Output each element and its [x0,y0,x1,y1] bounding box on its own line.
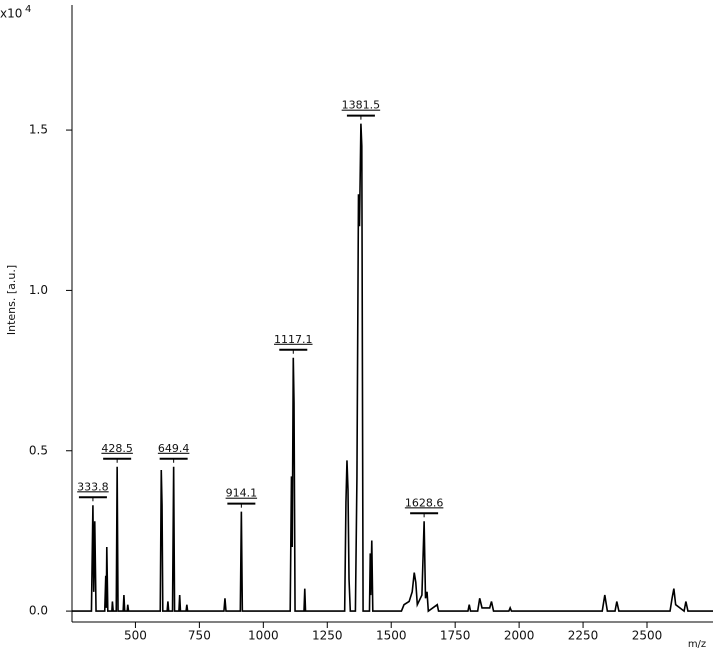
x-tick-label: 1250 [312,629,343,643]
peak-label: 1117.1 [274,333,313,346]
peak-label: 649.4 [158,442,190,455]
y-tick-label: 1.0 [29,283,48,297]
x-tick-label: 750 [188,629,211,643]
x-tick-label: 2250 [568,629,599,643]
peak-label: 1628.6 [405,496,444,509]
y-axis-label: Intens. [a.u.] [5,265,18,335]
x-tick-label: 1000 [248,629,279,643]
peak-label: 428.5 [101,442,133,455]
peak-label: 1381.5 [342,99,381,112]
y-tick-label: 0.5 [29,443,48,457]
y-tick-label: 1.5 [29,123,48,137]
x-axis-label: m/z [688,639,706,650]
y-tick-label: 0.0 [29,604,48,618]
x-tick-label: 1750 [440,629,471,643]
y-multiplier: x10 [0,7,22,21]
x-tick-label: 1500 [376,629,407,643]
x-tick-label: 2500 [632,629,663,643]
spectrum-line [72,123,713,613]
peak-label: 333.8 [77,480,109,493]
peak-label: 914.1 [226,487,258,500]
x-tick-label: 500 [124,629,147,643]
x-tick-label: 2000 [504,629,535,643]
y-multiplier-exp: 4 [25,4,31,15]
